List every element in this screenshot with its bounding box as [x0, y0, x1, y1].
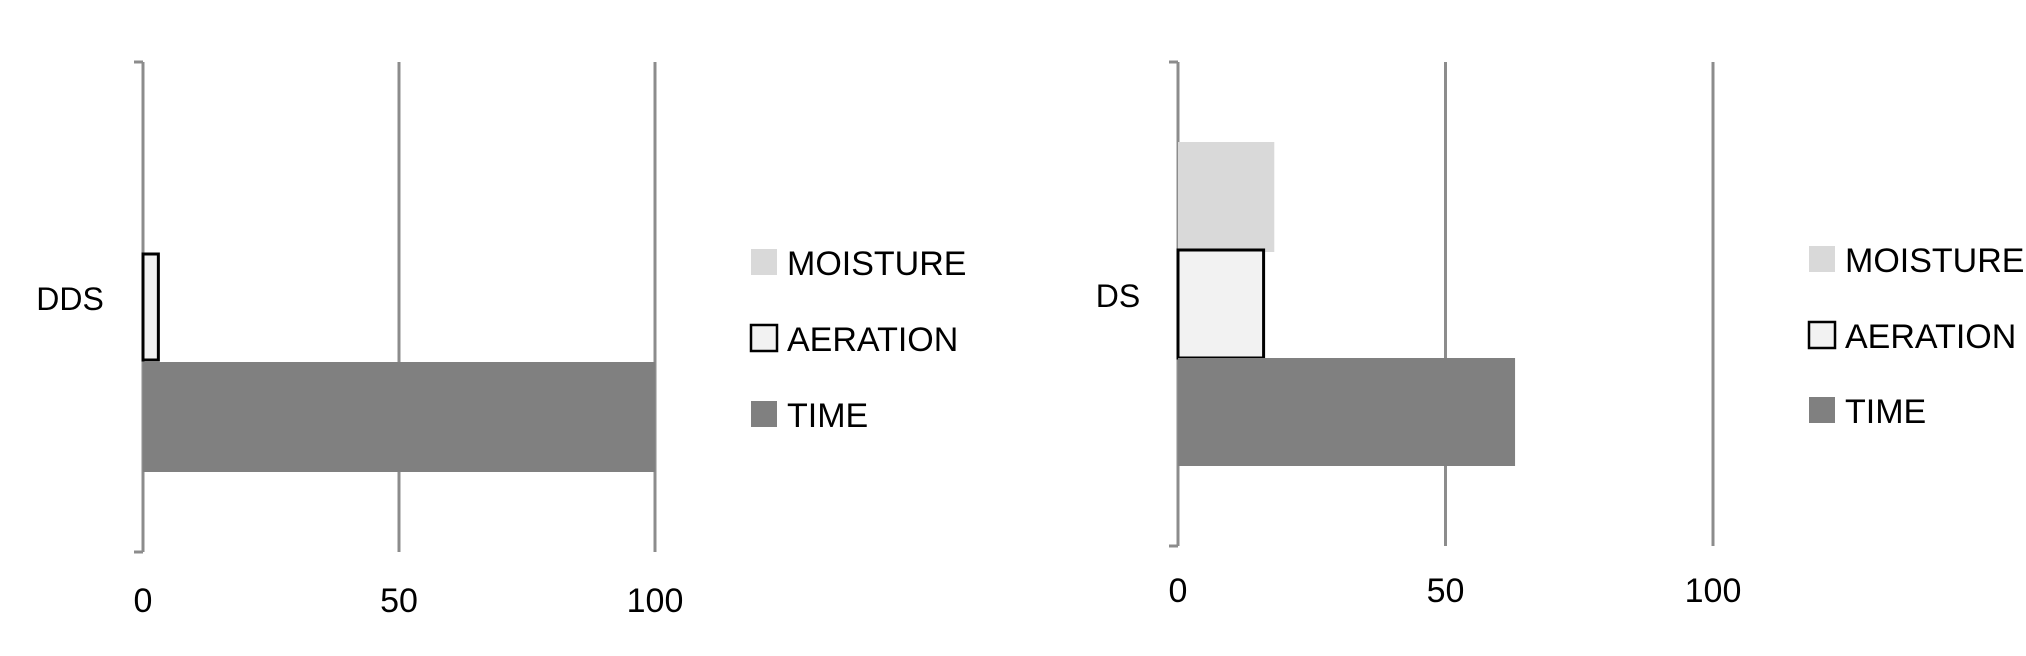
legend-swatch-time [751, 401, 777, 427]
chart-ds: DS 0 50 100 MOISTURE AERATION TIME [1096, 60, 2024, 610]
legend-label-moisture: MOISTURE [787, 245, 966, 283]
x-tick-label: 50 [380, 582, 418, 620]
bar-aeration [1176, 248, 1266, 360]
category-label: DS [1096, 278, 1140, 314]
legend-swatch-moisture [1809, 246, 1835, 272]
x-tick-label: 0 [1169, 572, 1188, 610]
legend-swatch-aeration [749, 323, 779, 353]
bar-moisture [1178, 142, 1275, 252]
bar-time [143, 362, 655, 472]
x-tick-label: 50 [1427, 572, 1465, 610]
x-tick-label: 0 [134, 582, 153, 620]
legend-swatch-time [1809, 397, 1835, 423]
legend-swatch-moisture [751, 249, 777, 275]
legend-label-time: TIME [1845, 393, 1926, 431]
chart-dds: DDS 0 50 100 MOISTURE AERATION TIME [36, 60, 966, 620]
category-label: DDS [36, 281, 104, 317]
bar-time [1178, 358, 1516, 466]
legend-label-time: TIME [787, 397, 868, 435]
legend-swatch-aeration [1807, 320, 1837, 350]
x-tick-label: 100 [627, 582, 684, 620]
x-tick-label: 100 [1685, 572, 1742, 610]
legend-label-moisture: MOISTURE [1845, 242, 2024, 280]
legend-label-aeration: AERATION [1845, 318, 2016, 356]
bar-aeration [141, 252, 160, 362]
legend-label-aeration: AERATION [787, 321, 958, 359]
